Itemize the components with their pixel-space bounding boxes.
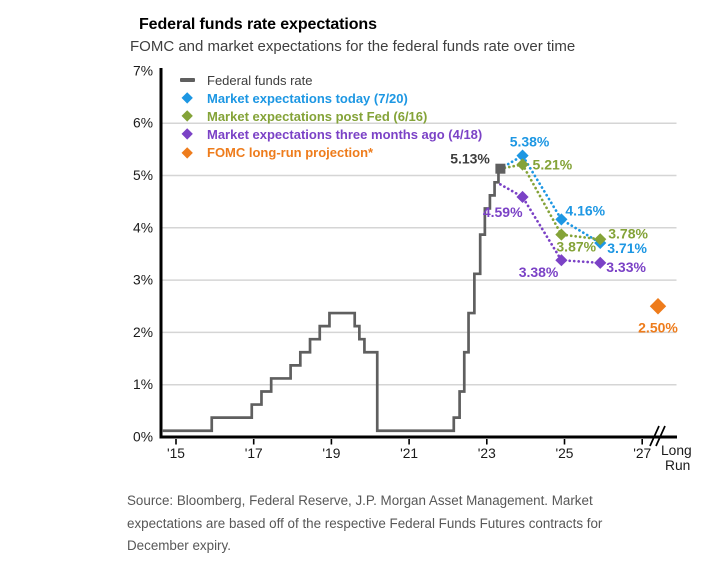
diamond-icon — [178, 128, 197, 141]
svg-text:7%: 7% — [133, 63, 153, 78]
svg-text:1%: 1% — [133, 377, 153, 392]
svg-text:3.33%: 3.33% — [606, 259, 646, 275]
svg-text:'19: '19 — [322, 446, 340, 461]
chart-title: Federal funds rate expectations — [139, 16, 377, 33]
svg-text:Run: Run — [665, 458, 690, 473]
diamond-icon — [178, 92, 197, 105]
svg-text:4.59%: 4.59% — [483, 204, 523, 220]
svg-text:3.87%: 3.87% — [556, 239, 596, 255]
svg-text:6%: 6% — [133, 116, 153, 131]
legend-label: Market expectations post Fed (6/16) — [207, 108, 428, 124]
legend-label: FOMC long-run projection* — [207, 145, 374, 161]
diamond-icon — [178, 110, 197, 123]
line-swatch-icon — [178, 78, 197, 82]
svg-text:2%: 2% — [133, 325, 153, 340]
svg-text:5.38%: 5.38% — [510, 134, 550, 150]
chart-subtitle: FOMC and market expectations for the fed… — [130, 38, 576, 55]
legend-item: Market expectations today (7/20) — [178, 89, 482, 107]
svg-text:'23: '23 — [478, 446, 496, 461]
legend-label: Market expectations today (7/20) — [207, 90, 408, 106]
source-note: Source: Bloomberg, Federal Reserve, J.P.… — [127, 490, 602, 558]
svg-text:'17: '17 — [245, 446, 263, 461]
svg-text:5.13%: 5.13% — [450, 151, 490, 167]
svg-text:3.78%: 3.78% — [608, 225, 648, 241]
svg-text:'15: '15 — [167, 446, 185, 461]
svg-text:5.21%: 5.21% — [533, 157, 573, 173]
legend-item: Market expectations three months ago (4/… — [178, 126, 482, 144]
svg-text:Long: Long — [661, 443, 692, 458]
chart-legend: Federal funds rate Market expectations to… — [178, 71, 482, 162]
legend-label: Market expectations three months ago (4/… — [207, 127, 483, 143]
legend-label: Federal funds rate — [207, 72, 313, 88]
svg-text:3%: 3% — [133, 273, 153, 288]
svg-text:0%: 0% — [133, 430, 153, 445]
legend-item: FOMC long-run projection* — [178, 144, 482, 162]
svg-text:2.50%: 2.50% — [638, 319, 678, 335]
svg-text:4.16%: 4.16% — [565, 202, 605, 218]
legend-item: Market expectations post Fed (6/16) — [178, 107, 482, 125]
svg-text:'21: '21 — [400, 446, 418, 461]
source-line: expectations are based off of the respec… — [127, 515, 603, 531]
svg-text:4%: 4% — [133, 220, 153, 235]
source-line: Source: Bloomberg, Federal Reserve, J.P.… — [127, 493, 593, 508]
legend-item: Federal funds rate — [178, 71, 482, 89]
svg-text:'27: '27 — [633, 446, 651, 461]
diamond-icon — [178, 146, 197, 159]
svg-text:3.38%: 3.38% — [519, 264, 559, 280]
svg-text:'25: '25 — [556, 446, 574, 461]
svg-text:3.71%: 3.71% — [607, 240, 647, 256]
svg-text:5%: 5% — [133, 168, 153, 183]
source-line: December expiry. — [127, 538, 231, 553]
